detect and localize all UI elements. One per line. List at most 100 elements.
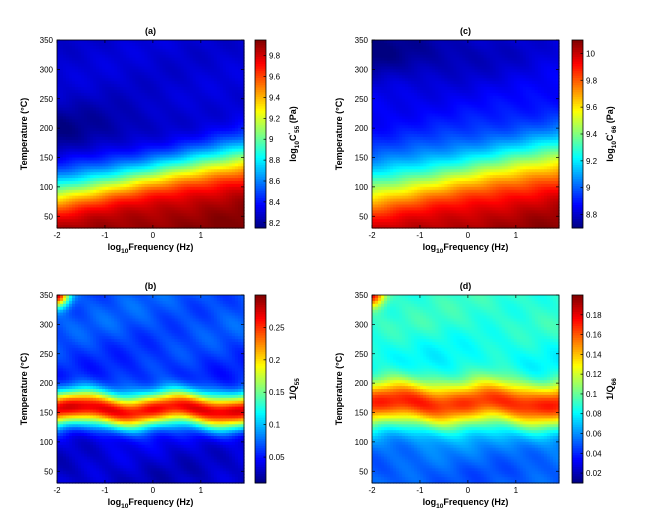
heatmap-cell <box>231 195 236 200</box>
heatmap-cell <box>84 75 88 79</box>
heatmap-cell <box>63 75 67 79</box>
heatmap-cell <box>219 166 224 170</box>
heatmap-cell <box>198 45 203 50</box>
heatmap-cell <box>219 163 224 167</box>
heatmap-cell <box>204 104 209 109</box>
heatmap-cell <box>60 169 64 173</box>
heatmap-cell <box>78 154 82 159</box>
heatmap-cell <box>78 54 82 59</box>
heatmap-cell <box>165 98 170 103</box>
heatmap-cell <box>120 213 124 217</box>
heatmap-cell <box>234 54 239 59</box>
heatmap-cell <box>120 189 124 194</box>
heatmap-cell <box>123 192 127 197</box>
heatmap-cell <box>174 81 179 85</box>
heatmap-cell <box>81 110 85 115</box>
heatmap-cell <box>123 72 127 76</box>
heatmap-cell <box>189 178 194 182</box>
heatmap-cell <box>183 142 188 147</box>
heatmap-cell <box>228 216 233 220</box>
heatmap-cell <box>60 81 64 85</box>
heatmap-cell <box>219 95 224 100</box>
heatmap-cell <box>225 113 230 117</box>
heatmap-cell <box>147 163 152 167</box>
heatmap-cell <box>120 169 124 173</box>
heatmap-cell <box>60 119 64 123</box>
heatmap-cell <box>84 104 88 109</box>
heatmap-cell <box>171 98 176 103</box>
heatmap-cell <box>96 219 100 223</box>
heatmap-cell <box>186 207 191 211</box>
heatmap-cell <box>150 151 155 156</box>
heatmap-cell <box>171 66 176 70</box>
heatmap-cell <box>66 192 70 197</box>
heatmap-cell <box>120 198 124 203</box>
colorbar-segment <box>255 108 266 111</box>
heatmap-cell <box>177 98 182 103</box>
heatmap-cell <box>174 45 179 50</box>
heatmap-cell <box>72 89 76 94</box>
heatmap-cell <box>183 195 188 200</box>
heatmap-cell <box>123 225 127 229</box>
heatmap-cell <box>231 48 236 53</box>
heatmap-cell <box>153 128 158 132</box>
heatmap-cell <box>60 75 64 79</box>
heatmap-cell <box>165 81 170 85</box>
heatmap-cell <box>210 134 215 138</box>
heatmap-cell <box>228 81 233 85</box>
heatmap-cell <box>144 186 149 191</box>
panel-0: (a)-2 -1 0 150100150200250300350log10Freque… <box>19 26 301 255</box>
heatmap-cell <box>111 54 115 59</box>
heatmap-cell <box>84 45 88 50</box>
heatmap-cell <box>213 95 218 100</box>
heatmap-cell <box>198 101 203 106</box>
heatmap-cell <box>117 169 121 173</box>
heatmap-cell <box>234 210 239 214</box>
heatmap-cell <box>222 122 227 126</box>
heatmap-cell <box>210 116 215 120</box>
heatmap-cell <box>120 110 124 115</box>
heatmap-cell <box>126 201 130 206</box>
heatmap-cell <box>99 175 103 179</box>
heatmap-cell <box>237 57 242 62</box>
heatmap-cell <box>150 131 155 135</box>
heatmap-cell <box>135 166 140 170</box>
heatmap-cell <box>213 128 218 132</box>
heatmap-cell <box>66 45 70 50</box>
heatmap-cell <box>165 51 170 56</box>
heatmap-cell <box>63 201 67 206</box>
heatmap-cell <box>207 201 212 206</box>
heatmap-cell <box>93 42 97 47</box>
heatmap-cell <box>216 222 221 226</box>
heatmap-cell <box>207 139 212 144</box>
heatmap-cell <box>171 72 176 76</box>
heatmap-cell <box>105 42 109 47</box>
heatmap-cell <box>168 63 173 68</box>
heatmap-cell <box>171 213 176 217</box>
heatmap-cell <box>177 51 182 56</box>
heatmap-cell <box>108 225 112 229</box>
heatmap-cell <box>207 154 212 159</box>
heatmap-cell <box>138 207 143 211</box>
heatmap-cell <box>156 57 161 62</box>
heatmap-cell <box>84 95 88 100</box>
heatmap-cell <box>117 210 121 214</box>
heatmap-cell <box>102 107 106 112</box>
heatmap-cell <box>120 136 124 141</box>
heatmap-cell <box>198 66 203 70</box>
heatmap-cell <box>156 195 161 200</box>
heatmap-cell <box>114 163 118 167</box>
heatmap-cell <box>66 72 70 76</box>
heatmap-cell <box>177 172 182 176</box>
heatmap-cell <box>234 113 239 117</box>
heatmap-cell <box>126 75 130 79</box>
heatmap-cell <box>240 181 245 185</box>
heatmap-cell <box>240 216 245 220</box>
heatmap-cell <box>231 92 236 97</box>
heatmap-cell <box>69 66 73 70</box>
heatmap-cell <box>63 104 67 109</box>
heatmap-cell <box>189 78 194 82</box>
heatmap-cell <box>216 189 221 194</box>
heatmap-cell <box>177 107 182 112</box>
heatmap-cell <box>66 92 70 97</box>
